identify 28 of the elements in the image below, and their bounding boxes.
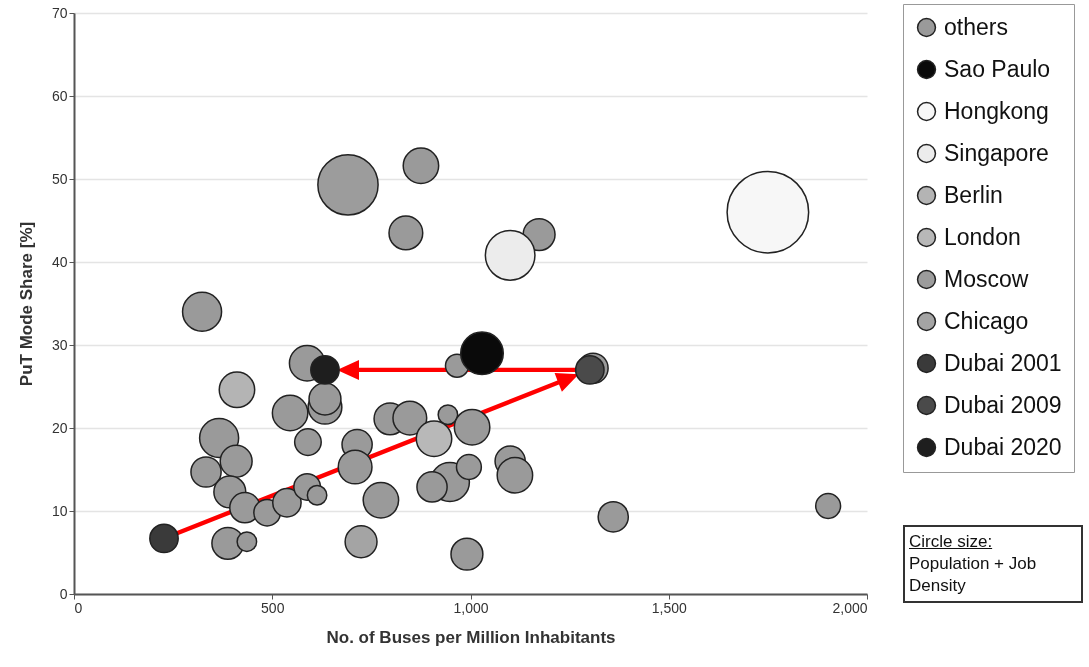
y-tick-label: 0 (59, 585, 68, 602)
legend-label: Dubai 2020 (944, 433, 1062, 460)
legend-label: London (944, 223, 1021, 250)
y-axis-title: PuT Mode Share [%] (16, 221, 36, 387)
legend-label: others (944, 13, 1008, 40)
x-axis-title: No. of Buses per Million Inhabitants (326, 627, 616, 647)
x-tick-label: 1,500 (651, 599, 687, 616)
y-tick-label: 70 (51, 4, 68, 21)
text: Population + Job Density (909, 553, 1038, 598)
legend-label: Berlin (944, 181, 1003, 208)
y-tick-label: 30 (51, 336, 68, 353)
legend-label: Singapore (944, 139, 1049, 166)
text: Circle size: (909, 531, 994, 553)
legend-label: Sao Paulo (944, 55, 1051, 82)
legend-label: Hongkong (944, 97, 1049, 124)
legend-label: Chicago (944, 307, 1029, 334)
y-tick-label: 50 (51, 170, 68, 187)
x-tick-label: 1,000 (453, 599, 489, 616)
x-tick-label: 0 (74, 599, 83, 616)
x-tick-label: 2,000 (832, 599, 868, 616)
y-tick-label: 60 (51, 87, 68, 104)
y-tick-label: 40 (51, 253, 68, 270)
legend-label: Dubai 2001 (944, 349, 1062, 376)
y-tick-label: 20 (51, 419, 68, 436)
legend-label: Moscow (944, 265, 1029, 292)
x-tick-label: 500 (261, 599, 285, 616)
y-tick-label: 10 (51, 502, 68, 519)
legend-label: Dubai 2009 (944, 391, 1062, 418)
